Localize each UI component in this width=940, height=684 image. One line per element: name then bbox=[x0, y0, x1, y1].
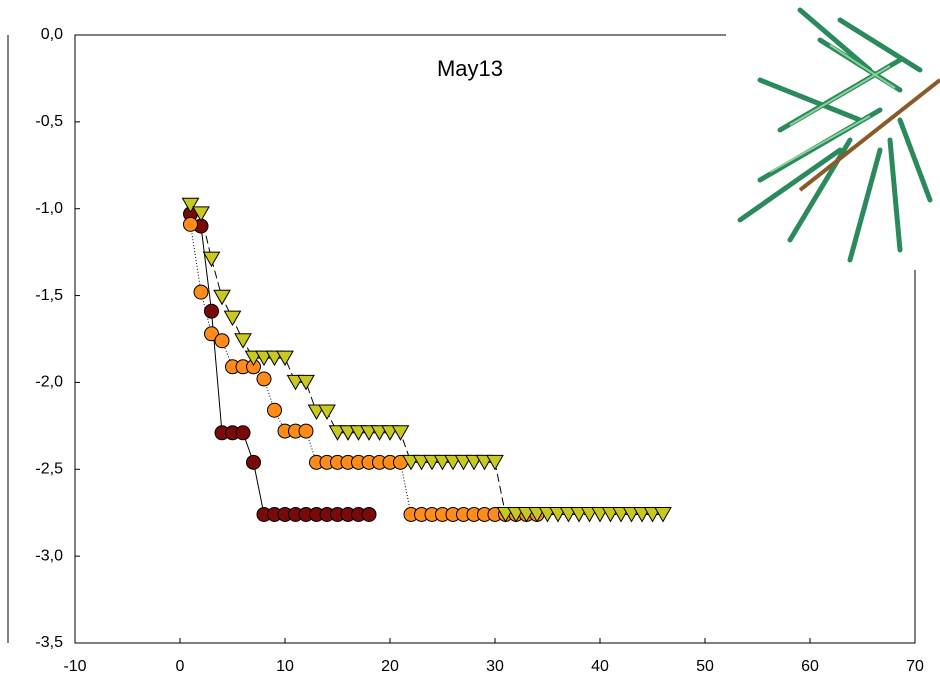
series-line bbox=[191, 214, 370, 515]
y-tick-label: -0,5 bbox=[35, 113, 63, 130]
point bbox=[268, 403, 282, 417]
x-tick-label: 40 bbox=[591, 658, 609, 675]
point bbox=[299, 424, 313, 438]
x-tick-label: 30 bbox=[486, 658, 504, 675]
x-tick-label: 60 bbox=[801, 658, 819, 675]
y-tick-label: -3,5 bbox=[35, 634, 63, 651]
point bbox=[236, 426, 250, 440]
y-tick-label: -2,5 bbox=[35, 461, 63, 478]
chart: May13 0,0 -0,5 -1,0 -1,5 -2,0 -2,5 -3,0 -3,5-10… bbox=[0, 0, 940, 684]
y-tick-label: -1,0 bbox=[35, 200, 63, 217]
point bbox=[319, 405, 335, 419]
plot bbox=[183, 198, 672, 521]
point bbox=[194, 285, 208, 299]
point bbox=[393, 426, 409, 440]
x-tick-label: -10 bbox=[63, 658, 86, 675]
point bbox=[247, 455, 261, 469]
point bbox=[225, 311, 241, 325]
x-tick-label: 0 bbox=[176, 658, 185, 675]
pine-image bbox=[726, 0, 940, 270]
y-tick-label: -1,5 bbox=[35, 287, 63, 304]
y-tick-label: 0,0 bbox=[41, 26, 63, 43]
point bbox=[362, 507, 376, 521]
x-tick-label: 10 bbox=[276, 658, 294, 675]
x-tick-label: 20 bbox=[381, 658, 399, 675]
y-tick-label: -3,0 bbox=[35, 547, 63, 564]
point bbox=[205, 304, 219, 318]
point bbox=[214, 290, 230, 304]
chart-title: May13 bbox=[437, 56, 503, 81]
x-tick-label: 70 bbox=[906, 658, 924, 675]
point bbox=[215, 334, 229, 348]
point bbox=[184, 217, 198, 231]
point bbox=[235, 334, 251, 348]
y-tick-label: -2,0 bbox=[35, 374, 63, 391]
point bbox=[257, 372, 271, 386]
x-tick-label: 50 bbox=[696, 658, 714, 675]
